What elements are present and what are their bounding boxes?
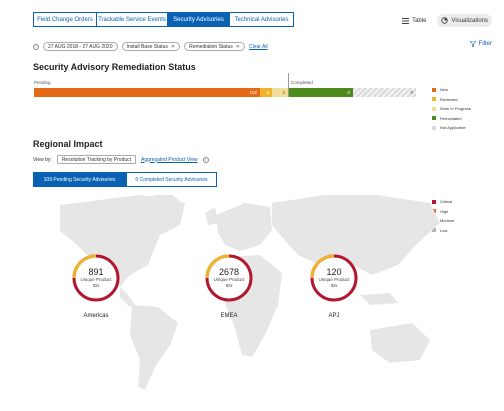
bar-value-not-applicable: 0 (410, 90, 413, 95)
view-by-label: View by: (33, 156, 52, 163)
donut-chart-emea (205, 254, 253, 302)
pending-completed-tabs: 109 Pending Security Advisories 0 Comple… (33, 172, 217, 187)
donut-label-emea: 2678 Unique Product IDs (204, 253, 254, 303)
unique-product-count: 2678 (218, 267, 240, 277)
clear-all-link[interactable]: Clear All (248, 43, 268, 50)
visualizations-view-label: Visualizations (451, 17, 488, 24)
install-base-status-text: Install Base Status (126, 43, 168, 50)
install-base-status-chip[interactable]: Install Base Status ✕ (121, 42, 181, 51)
tab-field-change-orders[interactable]: Field Change Orders (33, 12, 97, 27)
tab-completed-advisories[interactable]: 0 Completed Security Advisories (126, 172, 217, 187)
bar-value-remediated: 0 (347, 90, 350, 95)
pie-chart-icon (441, 17, 449, 24)
unique-product-caption: Unique Product IDs (318, 277, 350, 288)
legend-item-reviewed: Reviewed (432, 95, 471, 105)
filter-chips: i 27 AUG 2018 - 27 AUG 2020 Install Base… (33, 42, 268, 51)
region-name-emea: EMEA (220, 313, 238, 319)
remediation-status-chip[interactable]: Remediation Status ✕ (184, 42, 245, 51)
donut-chart-americas (72, 254, 120, 302)
remediation-title: Security Advisory Remediation Status (33, 62, 196, 72)
bar-segment-not-applicable[interactable]: 0 (353, 88, 416, 97)
date-range-text: 27 AUG 2018 - 27 AUG 2020 (48, 43, 113, 50)
table-view-label: Table (412, 17, 427, 24)
region-donut-apj[interactable]: 120 Unique Product IDs (309, 253, 359, 303)
bar-segment-reviewed[interactable]: 5 (260, 88, 272, 97)
donut-label-americas: 891 Unique Product IDs (71, 253, 121, 303)
unique-product-caption: Unique Product IDs (213, 277, 245, 288)
legend-item-critical: Critical (432, 197, 454, 207)
bar-value-new: 102 (249, 90, 257, 95)
bar-divider (288, 73, 289, 97)
filter-button[interactable]: Filter (469, 41, 492, 47)
bar-segment-remediated[interactable]: 0 (289, 88, 353, 97)
bar-segment-work-in-progress[interactable]: 2 (272, 88, 288, 97)
tab-trackable-service-events[interactable]: Trackable Service Events (97, 12, 168, 27)
remediation-bar: 102 5 2 0 0 (34, 73, 416, 97)
region-name-apj: APJ (328, 313, 340, 319)
date-range-chip[interactable]: 27 AUG 2018 - 27 AUG 2020 (43, 42, 118, 51)
bar-segment-new[interactable]: 102 (34, 88, 260, 97)
legend-item-remediated: Remediated (432, 114, 471, 124)
advisory-tabs: Field Change Orders Trackable Service Ev… (33, 12, 294, 27)
regional-impact-title: Regional Impact (33, 139, 103, 149)
region-donut-americas[interactable]: 891 Unique Product IDs (71, 253, 121, 303)
resolution-tracking-button[interactable]: Resolution Tracking by Product (56, 155, 137, 164)
remediation-status-text: Remediation Status (189, 43, 233, 50)
close-icon[interactable]: ✕ (170, 43, 176, 50)
visualizations-view-button[interactable]: Visualizations (437, 14, 492, 27)
info-icon[interactable]: i (33, 43, 39, 50)
unique-product-caption: Unique Product IDs (80, 277, 112, 288)
view-by-row: View by: Resolution Tracking by Product … (33, 155, 209, 164)
bar-value-reviewed: 5 (266, 90, 269, 95)
aggregated-product-view-link[interactable]: Aggregated Product View (141, 156, 198, 163)
pending-label: Pending (34, 80, 51, 85)
unique-product-count: 891 (88, 267, 104, 277)
region-name-americas: Americas (83, 313, 109, 319)
tab-technical-advisories[interactable]: Technical Advisories (230, 12, 294, 27)
funnel-icon (469, 41, 476, 47)
view-toggle: Table Visualizations (398, 14, 492, 27)
legend-item-work-in-progress: Work In Progress (432, 104, 471, 114)
remediation-legend: New Reviewed Work In Progress Remediated… (432, 85, 471, 133)
bar-value-work-in-progress: 2 (282, 90, 285, 95)
close-icon[interactable]: ✕ (235, 43, 240, 50)
list-icon (402, 17, 410, 24)
donut-chart-apj (310, 254, 358, 302)
legend-item-low: Low (432, 226, 454, 236)
tab-pending-advisories[interactable]: 109 Pending Security Advisories (33, 172, 126, 187)
legend-item-new: New (432, 85, 471, 95)
table-view-button[interactable]: Table (398, 14, 430, 27)
legend-item-not-applicable: Not Applicable (432, 123, 471, 133)
unique-product-count: 120 (326, 267, 342, 277)
info-icon[interactable]: i (202, 156, 209, 163)
region-donut-emea[interactable]: 2678 Unique Product IDs (204, 253, 254, 303)
tab-security-advisories[interactable]: Security Advisories (168, 12, 230, 27)
filter-label: Filter (478, 41, 492, 47)
donut-label-apj: 120 Unique Product IDs (309, 253, 359, 303)
completed-label: Completed (291, 80, 313, 85)
